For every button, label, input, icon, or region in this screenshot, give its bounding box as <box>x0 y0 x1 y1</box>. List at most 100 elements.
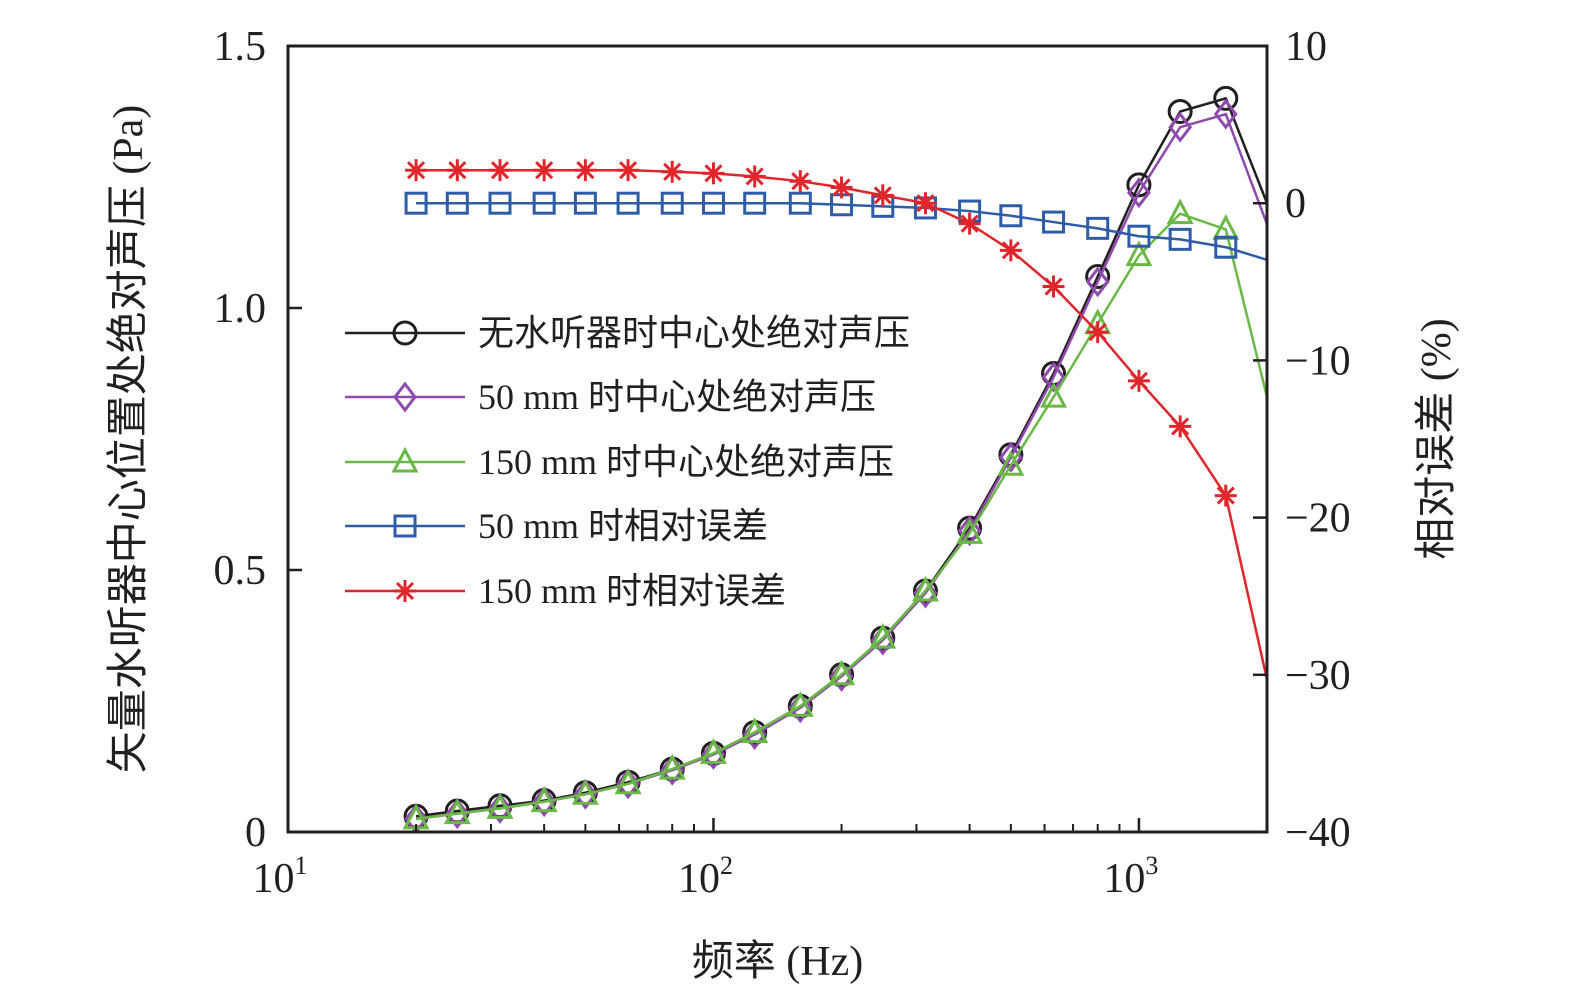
asterisk-stroke <box>448 161 467 180</box>
data-point <box>660 191 684 215</box>
data-point <box>788 191 812 215</box>
data-point <box>1085 266 1110 298</box>
legend-marker <box>392 320 418 346</box>
y-right-tick-label: 10 <box>1285 24 1327 70</box>
y-left-tick-label: 0.5 <box>214 548 267 594</box>
legend: 无水听器时中心处绝对声压 50 mm 时中心处绝对声压 150 mm 时中心处绝对声… <box>345 313 910 611</box>
asterisk-stroke <box>1044 277 1063 296</box>
y-right-axis-title: 相对误差 (%) <box>1414 318 1460 559</box>
data-point <box>789 170 812 193</box>
data-point <box>1127 177 1151 209</box>
data-point <box>1167 99 1193 124</box>
asterisk-stroke <box>745 167 764 186</box>
axis-layer: 101 102 103 0 0.5 1.0 1.5 10 0 −10 −20 −30 −40 <box>214 24 1351 902</box>
data-point <box>1086 216 1110 240</box>
data-point <box>486 793 514 819</box>
data-point <box>914 192 937 215</box>
y-left-axis-title: 矢量水听器中心位置处绝对声压 (Pa) <box>105 105 152 773</box>
data-point <box>999 204 1023 228</box>
asterisk-stroke <box>960 214 979 233</box>
y-right-tick-label: 0 <box>1285 181 1306 227</box>
data-point <box>1126 172 1152 198</box>
data-point <box>571 779 599 805</box>
series-line <box>416 201 1267 261</box>
data-point <box>1166 198 1194 225</box>
y-right-tick-label: −20 <box>1285 496 1351 542</box>
series-5 <box>405 159 1267 680</box>
y-left-tick-label: 0 <box>245 810 266 856</box>
data-point <box>1042 210 1066 234</box>
data-point <box>828 659 856 686</box>
data-point <box>743 191 767 215</box>
data-point <box>532 786 557 818</box>
asterisk-stroke <box>1088 323 1107 342</box>
data-point <box>702 162 725 185</box>
data-point <box>1040 381 1068 408</box>
data-point <box>829 660 854 692</box>
legend-marker <box>391 446 419 473</box>
asterisk-stroke <box>1216 486 1235 505</box>
data-point <box>911 575 939 602</box>
legend-marker <box>393 514 417 538</box>
data-point <box>701 191 725 215</box>
legend-label: 50 mm 时相对误差 <box>478 506 768 546</box>
x-tick-label: 103 <box>1103 851 1158 902</box>
data-point <box>786 691 814 717</box>
data-point <box>488 792 512 824</box>
data-point <box>1168 111 1193 143</box>
data-point <box>488 191 512 215</box>
asterisk-stroke <box>619 161 638 180</box>
asterisk-stroke <box>791 172 810 191</box>
legend-label: 150 mm 时中心处绝对声压 <box>478 442 894 482</box>
data-point <box>1085 264 1111 290</box>
data-point <box>1041 361 1066 393</box>
data-point <box>617 159 640 182</box>
data-point <box>574 159 597 182</box>
legend-label: 150 mm 时相对误差 <box>478 571 786 611</box>
y-right-tick-label: −30 <box>1285 653 1351 699</box>
legend-label: 无水听器时中心处绝对声压 <box>478 313 910 353</box>
x-axis-title: 频率 (Hz) <box>692 938 863 985</box>
legend-item: 150 mm 时中心处绝对声压 <box>345 442 894 482</box>
data-point <box>1214 235 1238 259</box>
y-left-tick-label: 1.5 <box>214 24 267 70</box>
legend-marker <box>393 381 417 413</box>
data-point <box>446 159 469 182</box>
data-point <box>869 622 897 649</box>
asterisk-stroke <box>535 161 554 180</box>
plot-frame <box>286 44 1269 834</box>
data-point <box>1127 224 1151 248</box>
data-point <box>830 176 853 199</box>
x-tick-label: 102 <box>678 851 733 902</box>
data-point <box>614 768 642 795</box>
asterisk-stroke <box>832 178 851 197</box>
asterisk-stroke <box>576 161 595 180</box>
asterisk-stroke <box>873 186 892 205</box>
asterisk-stroke <box>916 194 935 213</box>
data-point <box>1169 415 1192 438</box>
series-3 <box>402 198 1267 830</box>
data-point <box>788 692 813 724</box>
y-right-tick-label: −10 <box>1285 338 1351 384</box>
data-point <box>573 191 597 215</box>
asterisk-stroke <box>407 161 426 180</box>
data-point <box>1086 321 1109 344</box>
data-point <box>997 449 1025 476</box>
asterisk-stroke <box>1171 417 1190 436</box>
data-point <box>1127 369 1150 392</box>
data-point <box>1213 98 1238 130</box>
data-point <box>958 212 981 235</box>
data-point <box>1125 240 1153 267</box>
data-point <box>661 160 684 183</box>
data-point <box>532 191 556 215</box>
data-point <box>530 786 558 813</box>
data-point <box>743 165 766 188</box>
data-point <box>443 798 471 825</box>
data-point <box>1214 484 1237 507</box>
legend-item: 50 mm 时中心处绝对声压 <box>345 377 876 417</box>
asterisk-stroke <box>704 164 723 183</box>
data-point <box>699 738 727 764</box>
data-point <box>573 778 598 810</box>
